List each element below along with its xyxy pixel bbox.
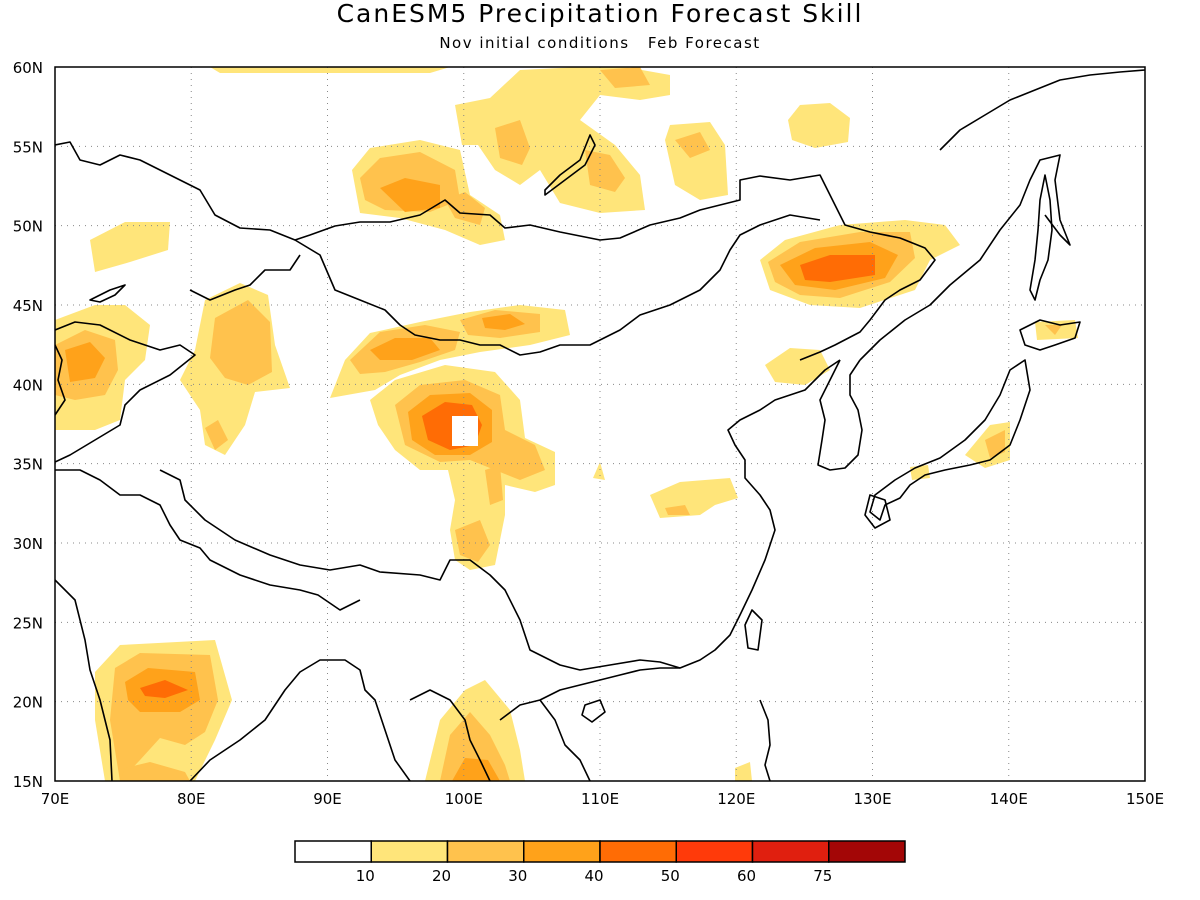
coast-vietnam xyxy=(539,699,591,781)
skill-region-xinjiang-core xyxy=(210,300,272,385)
coast-caspian xyxy=(55,344,66,416)
colorbar-swatch xyxy=(446,840,525,863)
coast-myanmar xyxy=(409,689,491,781)
skill-region-india-peak xyxy=(140,680,188,698)
skill-region-north-top xyxy=(600,67,650,88)
skill-shading xyxy=(55,67,1078,781)
border-central-asia xyxy=(55,321,196,463)
longitude-tick-label: 150E xyxy=(1126,790,1164,808)
coast-russian-far-east xyxy=(859,154,1071,361)
coast-hokkaido xyxy=(1019,319,1081,351)
latitude-tick-label: 40N xyxy=(13,376,43,394)
longitude-axis: 70E 80E 90E 100E 110E 120E 130E 140E 150E xyxy=(41,790,1164,808)
skill-region-hokkaido-core xyxy=(1045,325,1062,335)
skill-region-xinjiang-south xyxy=(205,420,228,450)
skill-region-india-south xyxy=(120,762,190,781)
lake-balkhash xyxy=(89,284,126,303)
colorbar-level-label: 40 xyxy=(584,867,603,885)
latitude-tick-label: 35N xyxy=(13,456,43,474)
skill-region-baikal-core xyxy=(495,120,530,165)
coast-luzon xyxy=(759,699,771,781)
coast-south-china xyxy=(499,359,841,721)
map-subtitle: Nov initial conditions Feb Forecast xyxy=(0,34,1200,52)
skill-region-east-china-core xyxy=(665,505,690,515)
skill-region-east-china xyxy=(650,478,738,518)
colorbar-swatch xyxy=(599,840,677,863)
map-title: CanESM5 Precipitation Forecast Skill xyxy=(336,0,864,28)
colorbar-level-label: 75 xyxy=(813,867,832,885)
skill-region-japan-core xyxy=(985,430,1005,458)
colorbar-level-label: 50 xyxy=(661,867,680,885)
colorbar-swatch xyxy=(675,840,754,863)
coast-taiwan xyxy=(744,609,763,651)
longitude-tick-label: 120E xyxy=(717,790,755,808)
skill-region-amur-peak xyxy=(800,255,875,282)
colorbar-level-label: 30 xyxy=(508,867,527,885)
latitude-tick-label: 50N xyxy=(13,218,43,236)
coastlines-borders xyxy=(55,69,1145,781)
coast-okhotsk xyxy=(939,69,1145,151)
latitude-tick-label: 20N xyxy=(13,694,43,712)
longitude-tick-label: 80E xyxy=(177,790,206,808)
skill-region-sichuan xyxy=(455,520,490,562)
skill-region-top-west xyxy=(210,67,450,73)
border-afghan-pak xyxy=(55,469,361,611)
border-mongolia-china xyxy=(294,214,821,356)
coast-india xyxy=(55,579,113,781)
skill-region-sichuan-mid xyxy=(485,465,503,505)
skill-region-baikal-east xyxy=(585,150,625,192)
colorbar-swatch xyxy=(828,840,906,863)
latitude-tick-label: 55N xyxy=(13,138,43,156)
colorbar-swatch xyxy=(751,840,830,863)
longitude-tick-label: 100E xyxy=(445,790,483,808)
coast-honshu xyxy=(869,359,1031,521)
longitude-tick-label: 140E xyxy=(990,790,1028,808)
latitude-tick-label: 45N xyxy=(13,297,43,315)
border-russia-kazakh xyxy=(55,141,936,361)
skill-region-kazakh-inner xyxy=(65,342,105,382)
skill-region-north-kazakh xyxy=(90,222,170,272)
skill-region-baikal xyxy=(455,67,670,213)
coast-kyushu xyxy=(864,494,891,529)
colorbar-swatch xyxy=(294,840,372,863)
latitude-tick-label: 30N xyxy=(13,535,43,553)
coast-sakhalin xyxy=(1029,174,1053,301)
latitude-axis: 15N 20N 25N 30N 35N 40N 45N 50N 55N 60N xyxy=(13,59,43,791)
coast-hainan xyxy=(581,699,606,723)
skill-region-sayan-east xyxy=(445,192,485,225)
skill-region-qinghai-hole xyxy=(452,416,478,446)
lat-lon-grid xyxy=(55,67,1145,781)
lake-baikal xyxy=(544,134,596,196)
border-kazakh-china xyxy=(189,254,301,301)
forecast-month-label: Feb Forecast xyxy=(647,34,761,52)
coast-korea xyxy=(817,359,863,471)
skill-region-sayan-inner xyxy=(380,178,440,212)
border-india-china xyxy=(159,469,681,671)
latitude-tick-label: 15N xyxy=(13,773,43,791)
skill-region-liaodong xyxy=(765,348,830,385)
initial-conditions-label: Nov initial conditions xyxy=(439,34,630,52)
colorbar: 10 20 30 40 50 60 75 xyxy=(294,840,906,885)
colorbar-level-label: 60 xyxy=(737,867,756,885)
skill-region-olekma-core xyxy=(675,132,710,158)
longitude-tick-label: 90E xyxy=(313,790,342,808)
map-frame xyxy=(54,66,1146,782)
skill-region-gobi-inner xyxy=(370,338,440,360)
colorbar-level-label: 20 xyxy=(432,867,451,885)
longitude-tick-label: 70E xyxy=(41,790,70,808)
coast-india-east xyxy=(189,659,411,781)
latitude-tick-label: 60N xyxy=(13,59,43,77)
longitude-tick-label: 130E xyxy=(853,790,891,808)
skill-region-aldan xyxy=(788,103,850,148)
latitude-tick-label: 25N xyxy=(13,614,43,632)
colorbar-swatch xyxy=(523,840,601,863)
skill-region-luzon xyxy=(735,762,752,781)
skill-region-shaanxi xyxy=(593,462,605,480)
colorbar-level-label: 10 xyxy=(356,867,375,885)
colorbar-swatch xyxy=(370,840,449,863)
longitude-tick-label: 110E xyxy=(581,790,619,808)
skill-region-gobi-east-inner xyxy=(482,314,525,330)
skill-region-indochina-core xyxy=(440,712,510,781)
